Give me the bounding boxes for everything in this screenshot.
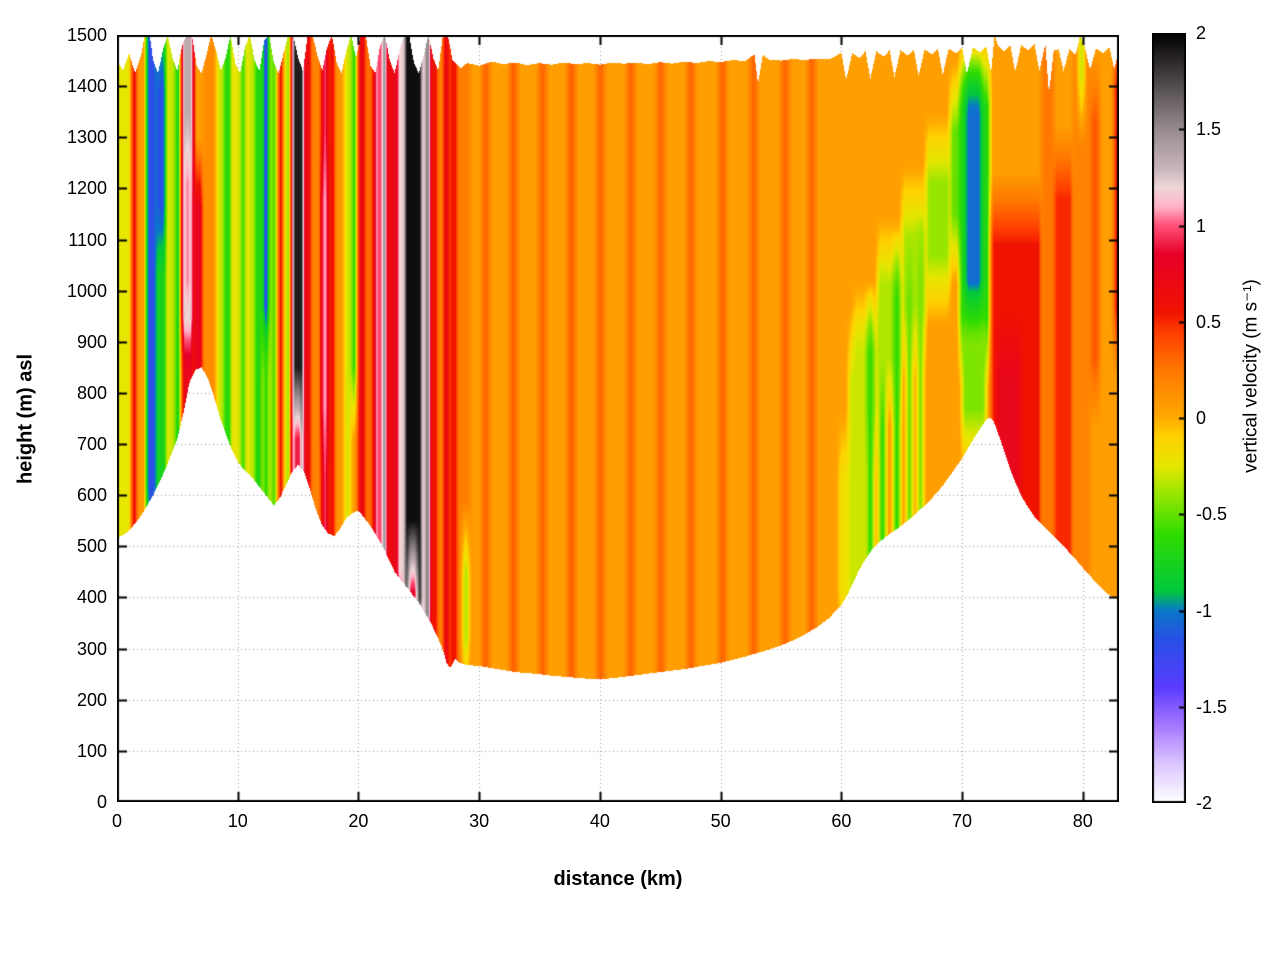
y-tick-label-800: 800 (76, 382, 107, 403)
colorbar-label: vertical velocity (m s⁻¹) (1240, 279, 1262, 473)
colorbar-tick-label-0.5: 0.5 (1196, 311, 1222, 332)
colorbar-tick-label-2: 2 (1196, 23, 1207, 43)
x-tick-label-70: 70 (952, 811, 973, 831)
y-tick-label-1500: 1500 (66, 25, 107, 45)
y-tick-label-300: 300 (76, 638, 107, 659)
colorbar-tick-label--2: -2 (1196, 793, 1213, 813)
heatmap-plot (117, 35, 1119, 802)
colorbar-tick-label--1: -1 (1196, 600, 1213, 621)
x-tick-label-20: 20 (348, 811, 369, 831)
x-tick-label-40: 40 (589, 811, 610, 831)
x-tick-label-10: 10 (227, 811, 248, 831)
y-tick-label-400: 400 (76, 587, 107, 608)
y-tick-label-900: 900 (76, 331, 107, 352)
y-tick-label-100: 100 (76, 740, 107, 761)
x-tick-label-0: 0 (111, 811, 122, 831)
x-tick-label-50: 50 (710, 811, 731, 831)
colorbar-tick-label--0.5: -0.5 (1196, 504, 1228, 525)
y-tick-label-500: 500 (76, 536, 107, 557)
colorbar-tick-label-0: 0 (1196, 408, 1207, 428)
colorbar-tick-label--1.5: -1.5 (1196, 696, 1228, 717)
colorbar-tick-label-1.5: 1.5 (1196, 119, 1222, 140)
y-tick-label-600: 600 (76, 485, 107, 506)
colorbar-tick-label-1: 1 (1196, 215, 1207, 236)
x-tick-label-30: 30 (469, 811, 490, 831)
y-tick-label-1200: 1200 (66, 178, 107, 199)
y-tick-label-1000: 1000 (66, 280, 107, 301)
colorbar (1152, 33, 1186, 803)
y-tick-label-200: 200 (76, 689, 107, 710)
y-tick-label-0: 0 (96, 792, 107, 812)
y-axis-label: height (m) asl (14, 353, 37, 484)
y-tick-label-1300: 1300 (66, 127, 107, 148)
x-tick-label-80: 80 (1072, 811, 1093, 831)
y-tick-label-1100: 1100 (68, 229, 107, 250)
x-axis-label: distance (km) (553, 868, 683, 890)
y-tick-label-1400: 1400 (66, 76, 107, 97)
y-tick-label-700: 700 (76, 434, 107, 455)
x-tick-label-60: 60 (831, 811, 852, 831)
